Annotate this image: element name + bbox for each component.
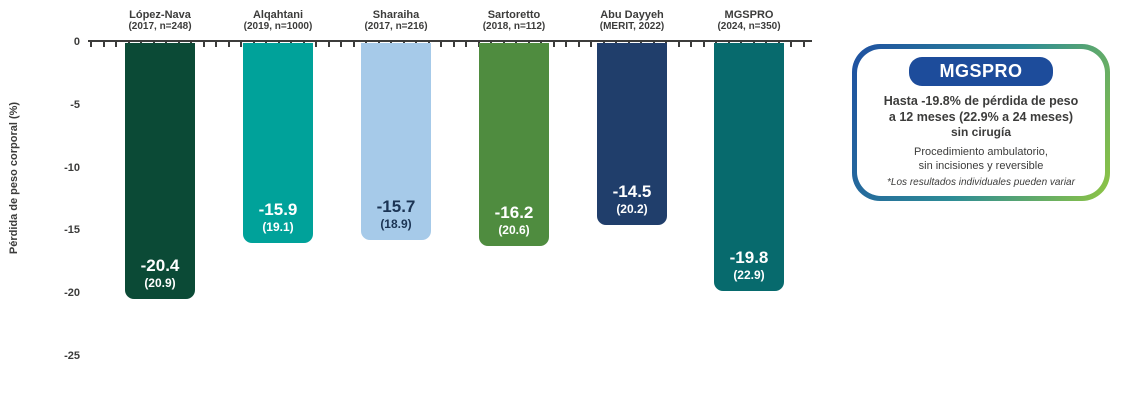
axis-minor-tick <box>590 42 592 47</box>
bar-category-line1: MGSPRO <box>724 9 774 21</box>
bar-category-label: MGSPRO (2024, n=350) <box>690 9 808 33</box>
bar-category-line1: López-Nava <box>129 9 191 21</box>
axis-minor-tick <box>227 42 230 47</box>
bar-value-secondary: (20.9) <box>144 275 176 290</box>
x-axis-baseline <box>88 40 812 42</box>
axis-minor-tick <box>565 42 567 47</box>
bar-value: -19.8 <box>729 247 769 267</box>
bar-category-label: Sartoretto (2018, n=112) <box>455 9 573 33</box>
y-tick-label: 0 <box>73 36 80 48</box>
y-tick-label: -10 <box>64 161 80 174</box>
bar-value-secondary: (18.9) <box>380 216 412 231</box>
bar-category-line1: Alqahtani <box>252 9 304 21</box>
axis-minor-tick <box>577 42 580 47</box>
y-tick-label: -5 <box>70 98 80 111</box>
bar-category-line2: (2017, n=216) <box>364 21 428 33</box>
axis-minor-tick <box>477 42 480 47</box>
bar-category-line1: Abu Dayyeh <box>600 9 664 21</box>
axis-minor-tick <box>552 42 555 47</box>
y-tick-label: -25 <box>64 349 80 362</box>
bar-value: -20.4 <box>140 255 180 275</box>
callout-line-2: a 12 meses (22.9% a 24 meses) <box>888 109 1074 124</box>
axis-minor-tick <box>465 42 467 47</box>
axis-minor-tick <box>790 42 792 47</box>
bar-value-secondary: (22.9) <box>733 267 765 282</box>
mgspro-badge: MGSPRO <box>909 57 1053 86</box>
axis-minor-tick <box>240 42 242 47</box>
bar-value-secondary: (20.2) <box>616 201 648 216</box>
bar-value-secondary: (19.1) <box>262 219 294 234</box>
axis-minor-tick <box>115 42 117 47</box>
axis-minor-tick <box>440 42 442 47</box>
axis-minor-tick <box>702 42 705 47</box>
axis-minor-tick <box>340 42 342 47</box>
bar: -15.9 (19.1) <box>243 43 313 243</box>
bar-category-line2: (MERIT, 2022) <box>599 21 665 33</box>
mgspro-callout-box: MGSPRO Hasta -19.8% de pérdida de peso a… <box>852 44 1110 201</box>
axis-minor-tick <box>327 42 330 47</box>
bar-category-line2: (2019, n=1000) <box>243 21 313 33</box>
bar-category-label: Sharaiha (2017, n=216) <box>337 9 455 33</box>
axis-minor-tick <box>352 42 355 47</box>
bar-value: -16.2 <box>494 202 534 222</box>
bar-category-label: Abu Dayyeh (MERIT, 2022) <box>573 9 691 33</box>
bar: -19.8 (22.9) <box>714 43 784 291</box>
mgspro-callout-inner: MGSPRO Hasta -19.8% de pérdida de peso a… <box>857 49 1105 196</box>
axis-minor-tick <box>315 42 317 47</box>
axis-minor-tick <box>215 42 217 47</box>
bar: -15.7 (18.9) <box>361 43 431 240</box>
callout-line-3: sin cirugía <box>950 125 1011 140</box>
axis-minor-tick <box>90 42 92 47</box>
bar-category-line2: (2018, n=112) <box>482 21 546 33</box>
bar-value: -15.7 <box>376 196 416 216</box>
bar-category-line1: Sharaiha <box>372 9 420 21</box>
bar-category-label: López-Nava (2017, n=248) <box>101 9 219 33</box>
bar: -14.5 (20.2) <box>597 43 667 225</box>
y-tick-label: -15 <box>64 224 80 237</box>
bar-value: -14.5 <box>612 181 652 201</box>
bar-value-secondary: (20.6) <box>498 222 530 237</box>
bar-category-line2: (2017, n=248) <box>128 21 192 33</box>
axis-minor-tick <box>690 42 692 47</box>
callout-disclaimer: *Los resultados individuales pueden vari… <box>887 176 1075 188</box>
callout-line-4: Procedimiento ambulatorio, <box>914 146 1048 159</box>
axis-minor-tick <box>802 42 805 47</box>
axis-minor-tick <box>677 42 680 47</box>
bar-category-line2: (2024, n=350) <box>717 21 781 33</box>
axis-minor-tick <box>202 42 205 47</box>
y-tick-label: -20 <box>64 287 80 299</box>
callout-line-5: sin incisiones y reversible <box>918 160 1044 172</box>
axis-minor-tick <box>102 42 105 47</box>
axis-minor-tick <box>452 42 455 47</box>
bar-category-line1: Sartoretto <box>487 9 541 21</box>
bar: -16.2 (20.6) <box>479 43 549 246</box>
bar-value: -15.9 <box>258 199 298 219</box>
bar-category-label: Alqahtani (2019, n=1000) <box>219 9 337 33</box>
bar: -20.4 (20.9) <box>125 43 195 299</box>
callout-line-1: Hasta -19.8% de pérdida de peso <box>883 94 1079 108</box>
y-axis-title: Pérdida de peso corporal (%) <box>8 101 20 255</box>
mgspro-callout-text: Hasta -19.8% de pérdida de peso a 12 mes… <box>884 94 1079 189</box>
